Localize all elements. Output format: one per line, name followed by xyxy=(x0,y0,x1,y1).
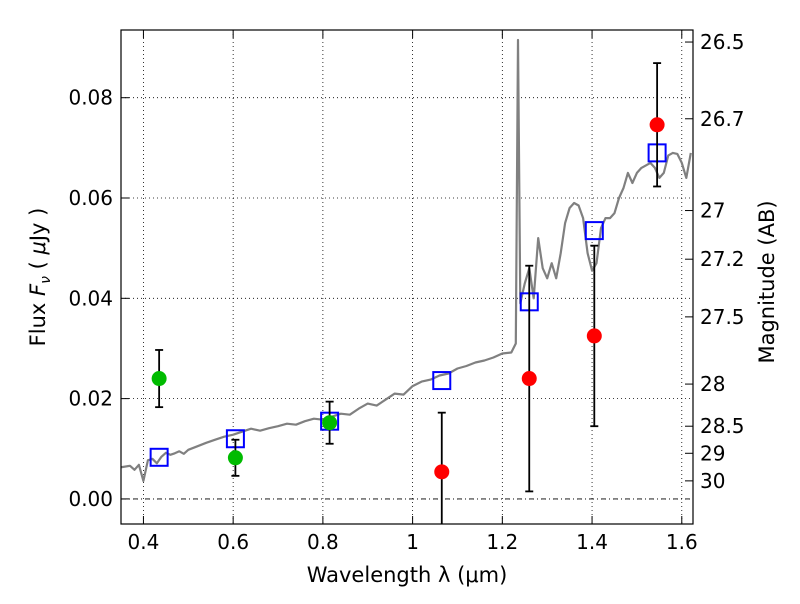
data-point-3-3 xyxy=(649,117,665,133)
series-2 xyxy=(151,349,338,477)
y-label-nu: ν xyxy=(38,276,54,284)
y-label-open: ( xyxy=(26,255,50,277)
data-point-2-2 xyxy=(322,415,338,431)
model-square-point-5 xyxy=(584,221,604,241)
data-point-2-1 xyxy=(227,450,243,466)
grid-lines xyxy=(121,30,693,524)
y2-axis: 26.5 26.7 27 27.2 27.5 28 28.5 29 30 xyxy=(685,30,745,493)
y2-tick-label-5: 28 xyxy=(700,372,725,396)
y2-tick-label-1: 26.7 xyxy=(700,107,745,131)
y2-tick-label-2: 27 xyxy=(700,199,725,223)
y-tick-label-0: 0.00 xyxy=(68,487,113,511)
model-spectrum-line xyxy=(121,38,692,482)
x-tick-label-1: 0.6 xyxy=(217,530,249,554)
data-point-3-2 xyxy=(586,328,602,344)
y-tick-label-2: 0.04 xyxy=(68,286,113,310)
x-tick-label-0: 0.4 xyxy=(128,530,160,554)
x-axis-label: Wavelength λ (μm) xyxy=(307,563,508,587)
series-1 xyxy=(149,143,667,467)
y2-tick-label-4: 27.5 xyxy=(700,305,745,329)
y2-tick-label-0: 26.5 xyxy=(700,30,745,54)
y2-axis-label: Magnitude (AB) xyxy=(755,200,779,363)
data-point-3-1 xyxy=(521,371,537,387)
y-label-mu: μ xyxy=(26,241,50,255)
y-tick-label-4: 0.08 xyxy=(68,86,113,110)
y-label-unit: Jy ) xyxy=(26,208,50,244)
y-tick-label-1: 0.02 xyxy=(68,387,113,411)
data-point-2-0 xyxy=(151,371,167,387)
x-axis: 0.4 0.6 0.8 1 1.2 1.4 1.6 xyxy=(128,30,698,554)
x-tick-label-6: 1.6 xyxy=(666,530,698,554)
data-point-3-0 xyxy=(434,464,450,480)
y-label-word: Flux xyxy=(26,296,50,346)
x-tick-label-5: 1.4 xyxy=(576,530,608,554)
y2-tick-label-7: 29 xyxy=(700,441,725,465)
series-3 xyxy=(434,62,665,524)
y2-tick-label-3: 27.2 xyxy=(700,247,745,271)
model-square-point-0 xyxy=(149,447,169,467)
y2-tick-label-6: 28.5 xyxy=(700,414,745,438)
x-tick-label-2: 0.8 xyxy=(307,530,339,554)
x-tick-label-4: 1.2 xyxy=(486,530,518,554)
y-axis: 0.00 0.02 0.04 0.06 0.08 xyxy=(68,86,129,511)
plot-area xyxy=(121,38,692,524)
x-tick-label-3: 1 xyxy=(406,530,419,554)
y-tick-label-3: 0.06 xyxy=(68,186,113,210)
plot-frame xyxy=(120,29,694,525)
y2-tick-label-8: 30 xyxy=(700,469,725,493)
y-label-f: F xyxy=(26,283,50,296)
model-square-point-3 xyxy=(432,371,452,391)
y-axis-label: Flux Fν ( μJy ) xyxy=(26,208,54,347)
